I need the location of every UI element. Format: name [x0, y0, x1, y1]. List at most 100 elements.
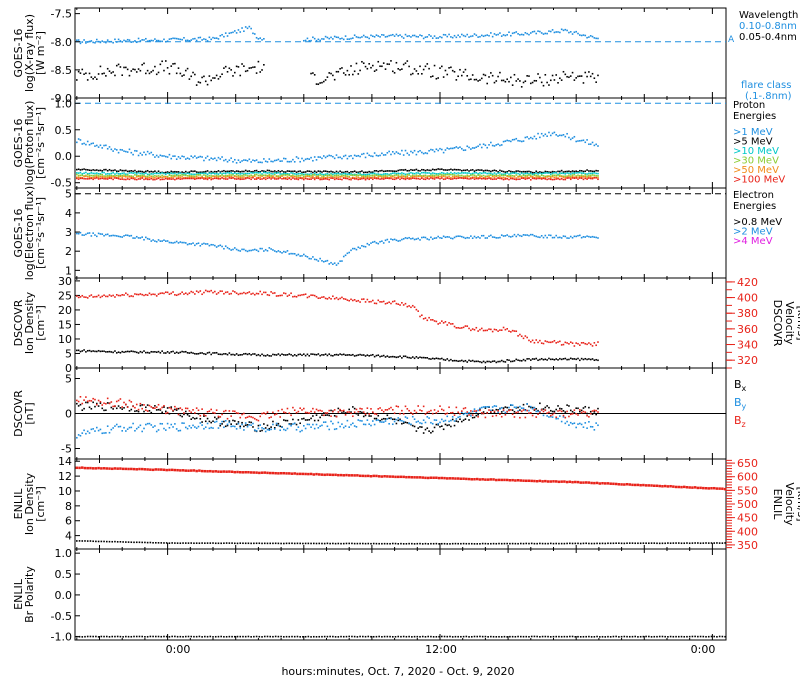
data-point [277, 169, 280, 172]
data-point [208, 159, 211, 161]
data-point [549, 175, 552, 178]
data-point [174, 352, 176, 354]
data-point [115, 423, 118, 426]
data-point [293, 422, 296, 425]
data-point [579, 169, 581, 172]
data-point [528, 405, 530, 408]
data-point [490, 178, 492, 180]
data-point [468, 237, 470, 239]
data-point [566, 75, 568, 78]
data-point [110, 174, 113, 177]
data-point [323, 473, 326, 477]
data-point [145, 153, 147, 156]
data-point [99, 177, 102, 180]
data-point [248, 415, 251, 418]
data-point [257, 427, 260, 430]
data-point [422, 37, 425, 40]
data-point [542, 236, 545, 239]
data-point [537, 176, 539, 178]
data-point [511, 84, 514, 86]
data-point [404, 168, 407, 171]
data-point [132, 405, 134, 408]
data-point [99, 175, 102, 178]
data-point [424, 36, 427, 39]
y-tick-label: 5 [65, 347, 72, 360]
data-point [100, 467, 103, 470]
data-point [486, 237, 489, 239]
data-point [203, 427, 205, 430]
data-point [498, 542, 500, 545]
data-point [569, 413, 572, 416]
data-point [174, 172, 176, 174]
data-point [589, 177, 592, 180]
data-point [419, 356, 421, 359]
data-point [188, 352, 191, 354]
data-point [529, 32, 532, 34]
data-point [259, 415, 262, 418]
data-point [390, 34, 392, 37]
data-point [688, 486, 691, 489]
data-point [201, 175, 203, 178]
data-point [335, 264, 338, 266]
data-point [480, 327, 483, 330]
data-point [406, 422, 409, 424]
data-point [362, 411, 365, 413]
data-point [317, 353, 320, 355]
data-point [588, 174, 590, 177]
data-point [330, 172, 332, 175]
data-point [204, 157, 207, 159]
data-point [473, 408, 476, 410]
data-point [510, 177, 512, 180]
data-point [184, 158, 187, 160]
data-point [88, 174, 91, 177]
data-point [395, 61, 398, 64]
data-point [528, 339, 530, 342]
data-point [243, 291, 245, 294]
data-point [446, 415, 449, 418]
data-point [281, 175, 283, 178]
data-point [273, 250, 276, 252]
data-point [395, 302, 398, 305]
data-point [479, 237, 481, 239]
data-point [614, 482, 618, 486]
data-point [117, 235, 120, 238]
data-point [214, 175, 216, 178]
data-point [197, 291, 200, 294]
data-point [279, 425, 281, 428]
data-point [88, 406, 91, 409]
data-point [439, 172, 441, 175]
data-point [421, 175, 423, 177]
data-point [569, 235, 572, 238]
data-point [577, 414, 579, 416]
data-point [181, 291, 183, 294]
data-point [352, 73, 354, 76]
data-point [292, 172, 294, 175]
data-point [482, 170, 485, 172]
data-point [159, 422, 162, 425]
data-point [130, 177, 133, 180]
data-point [435, 77, 438, 80]
data-point [161, 423, 163, 425]
data-point [94, 405, 96, 408]
data-point [137, 175, 140, 178]
data-point [580, 34, 583, 37]
data-point [308, 295, 311, 298]
data-point [595, 422, 597, 424]
data-point [181, 174, 183, 176]
data-point [157, 39, 160, 42]
data-point [90, 428, 93, 431]
data-point [266, 169, 269, 172]
data-point [595, 37, 597, 40]
data-point [228, 177, 231, 179]
data-point [379, 175, 381, 178]
data-point [204, 542, 206, 544]
data-point [560, 175, 563, 178]
data-point [486, 360, 489, 363]
data-point [457, 235, 459, 237]
data-point [546, 135, 548, 137]
data-point [563, 480, 566, 483]
data-point [206, 243, 209, 245]
right-tick-label: 600 [737, 471, 758, 484]
data-point [292, 423, 294, 425]
data-point [117, 405, 120, 407]
